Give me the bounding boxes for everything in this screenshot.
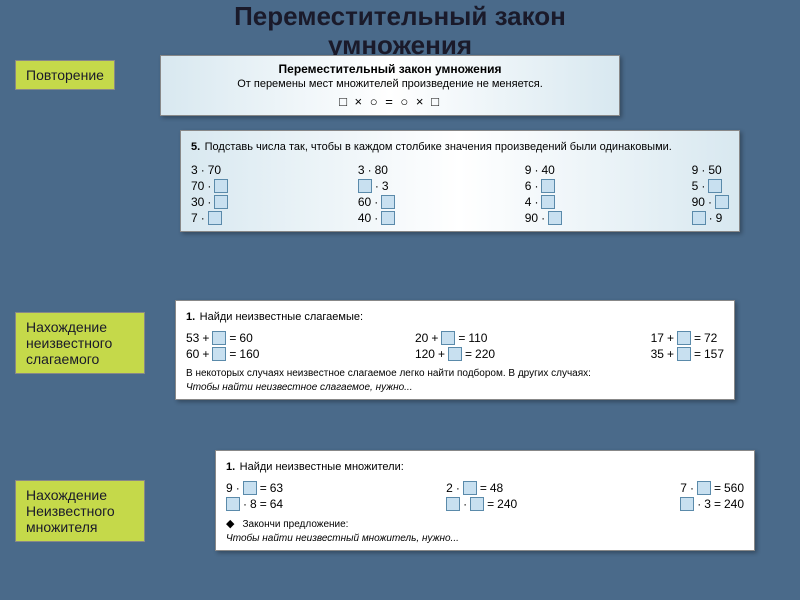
equation-row: 9·=63	[226, 481, 283, 495]
answer-box[interactable]	[541, 179, 555, 193]
factor-text: Найди неизвестные множители:	[240, 461, 404, 473]
equation-row: 35+=157	[651, 347, 724, 361]
expression-row: 90·	[525, 211, 562, 225]
equation-column: 20+=110 120+=220	[415, 331, 495, 361]
law-formula: □ × ○ = ○ × □	[171, 94, 609, 109]
equation-row: 60+=160	[186, 347, 259, 361]
addend-num: 1.	[186, 311, 195, 323]
equation-column: 7·=560 ·3=240	[680, 481, 744, 511]
factor-note: Закончи предложение:	[242, 518, 348, 531]
expression-row: 5·	[692, 179, 729, 193]
answer-box[interactable]	[214, 179, 228, 193]
answer-box[interactable]	[470, 497, 484, 511]
answer-box[interactable]	[677, 347, 691, 361]
answer-box[interactable]	[680, 497, 694, 511]
answer-box[interactable]	[358, 179, 372, 193]
answer-box[interactable]	[446, 497, 460, 511]
expression-row: 6·	[525, 179, 562, 193]
answer-box[interactable]	[541, 195, 555, 209]
expression-row: 30·	[191, 195, 228, 209]
equation-row: ·=240	[446, 497, 517, 511]
equation-column: 53+=60 60+=160	[186, 331, 259, 361]
expression-row: 9·40	[525, 163, 562, 177]
answer-box[interactable]	[463, 481, 477, 495]
answer-box[interactable]	[708, 179, 722, 193]
title-line1: Переместительный закон	[234, 1, 566, 31]
panel-law: Переместительный закон умножения От пере…	[160, 55, 620, 116]
answer-box[interactable]	[692, 211, 706, 225]
addend-text: Найди неизвестные слагаемые:	[200, 311, 363, 323]
expression-row: 70·	[191, 179, 228, 193]
expression-row: 60·	[358, 195, 395, 209]
expression-row: 4·	[525, 195, 562, 209]
answer-box[interactable]	[243, 481, 257, 495]
equation-row: 7·=560	[680, 481, 744, 495]
tag-repeat: Повторение	[15, 60, 115, 90]
expression-row: 40·	[358, 211, 395, 225]
answer-box[interactable]	[697, 481, 711, 495]
answer-box[interactable]	[441, 331, 455, 345]
addend-note-ital: Чтобы найти неизвестное слагаемое, нужно…	[186, 382, 724, 393]
answer-box[interactable]	[715, 195, 729, 209]
equation-column: 17+=72 35+=157	[651, 331, 724, 361]
equation-row: 53+=60	[186, 331, 259, 345]
equation-row: 17+=72	[651, 331, 724, 345]
answer-box[interactable]	[212, 331, 226, 345]
expression-row: 3·70	[191, 163, 228, 177]
law-title: Переместительный закон умножения	[171, 62, 609, 76]
answer-box[interactable]	[677, 331, 691, 345]
answer-box[interactable]	[381, 211, 395, 225]
table-column: 9·40 6· 4· 90·	[525, 163, 562, 225]
equation-row: ·8=64	[226, 497, 283, 511]
panel-factor: 1. Найди неизвестные множители: 9·=63 ·8=…	[215, 450, 755, 551]
answer-box[interactable]	[448, 347, 462, 361]
task5-num: 5.	[191, 141, 200, 153]
law-subtitle: От перемены мест множителей произведение…	[171, 78, 609, 90]
table-column: 9·50 5· 90· ·9	[692, 163, 729, 225]
factor-num: 1.	[226, 461, 235, 473]
equation-row: 20+=110	[415, 331, 495, 345]
answer-box[interactable]	[212, 347, 226, 361]
answer-box[interactable]	[208, 211, 222, 225]
equation-row: 120+=220	[415, 347, 495, 361]
addend-equations: 53+=60 60+=160 20+=110 120+=220 17+=72 35+=15…	[186, 331, 724, 361]
expression-row: ·3	[358, 179, 395, 193]
factor-equations: 9·=63 ·8=64 2·=48 ·=240 7·=560 ·3=240	[226, 481, 744, 511]
expression-row: 90·	[692, 195, 729, 209]
task5-text: Подставь числа так, чтобы в каждом столб…	[205, 141, 672, 153]
addend-note: В некоторых случаях неизвестное слагаемо…	[186, 367, 724, 380]
expression-row: 3·80	[358, 163, 395, 177]
answer-box[interactable]	[226, 497, 240, 511]
equation-row: ·3=240	[680, 497, 744, 511]
expression-row: 9·50	[692, 163, 729, 177]
answer-box[interactable]	[381, 195, 395, 209]
answer-box[interactable]	[548, 211, 562, 225]
factor-note-ital: Чтобы найти неизвестный множитель, нужно…	[226, 533, 744, 544]
answer-box[interactable]	[214, 195, 228, 209]
task5-columns: 3·70 70· 30· 7· 3·80 ·3 60· 40· 9·40 6· 4· 90· 9·50 5…	[191, 163, 729, 225]
equation-column: 2·=48 ·=240	[446, 481, 517, 511]
tag-factor: Нахождение Неизвестного множителя	[15, 480, 145, 542]
table-column: 3·70 70· 30· 7·	[191, 163, 228, 225]
panel-task5: 5. Подставь числа так, чтобы в каждом ст…	[180, 130, 740, 232]
equation-row: 2·=48	[446, 481, 517, 495]
page-title: Переместительный закон умножения	[0, 2, 800, 59]
expression-row: 7·	[191, 211, 228, 225]
expression-row: ·9	[692, 211, 729, 225]
tag-addend: Нахождение неизвестного слагаемого	[15, 312, 145, 374]
equation-column: 9·=63 ·8=64	[226, 481, 283, 511]
panel-addend: 1. Найди неизвестные слагаемые: 53+=60 60…	[175, 300, 735, 400]
table-column: 3·80 ·3 60· 40·	[358, 163, 395, 225]
